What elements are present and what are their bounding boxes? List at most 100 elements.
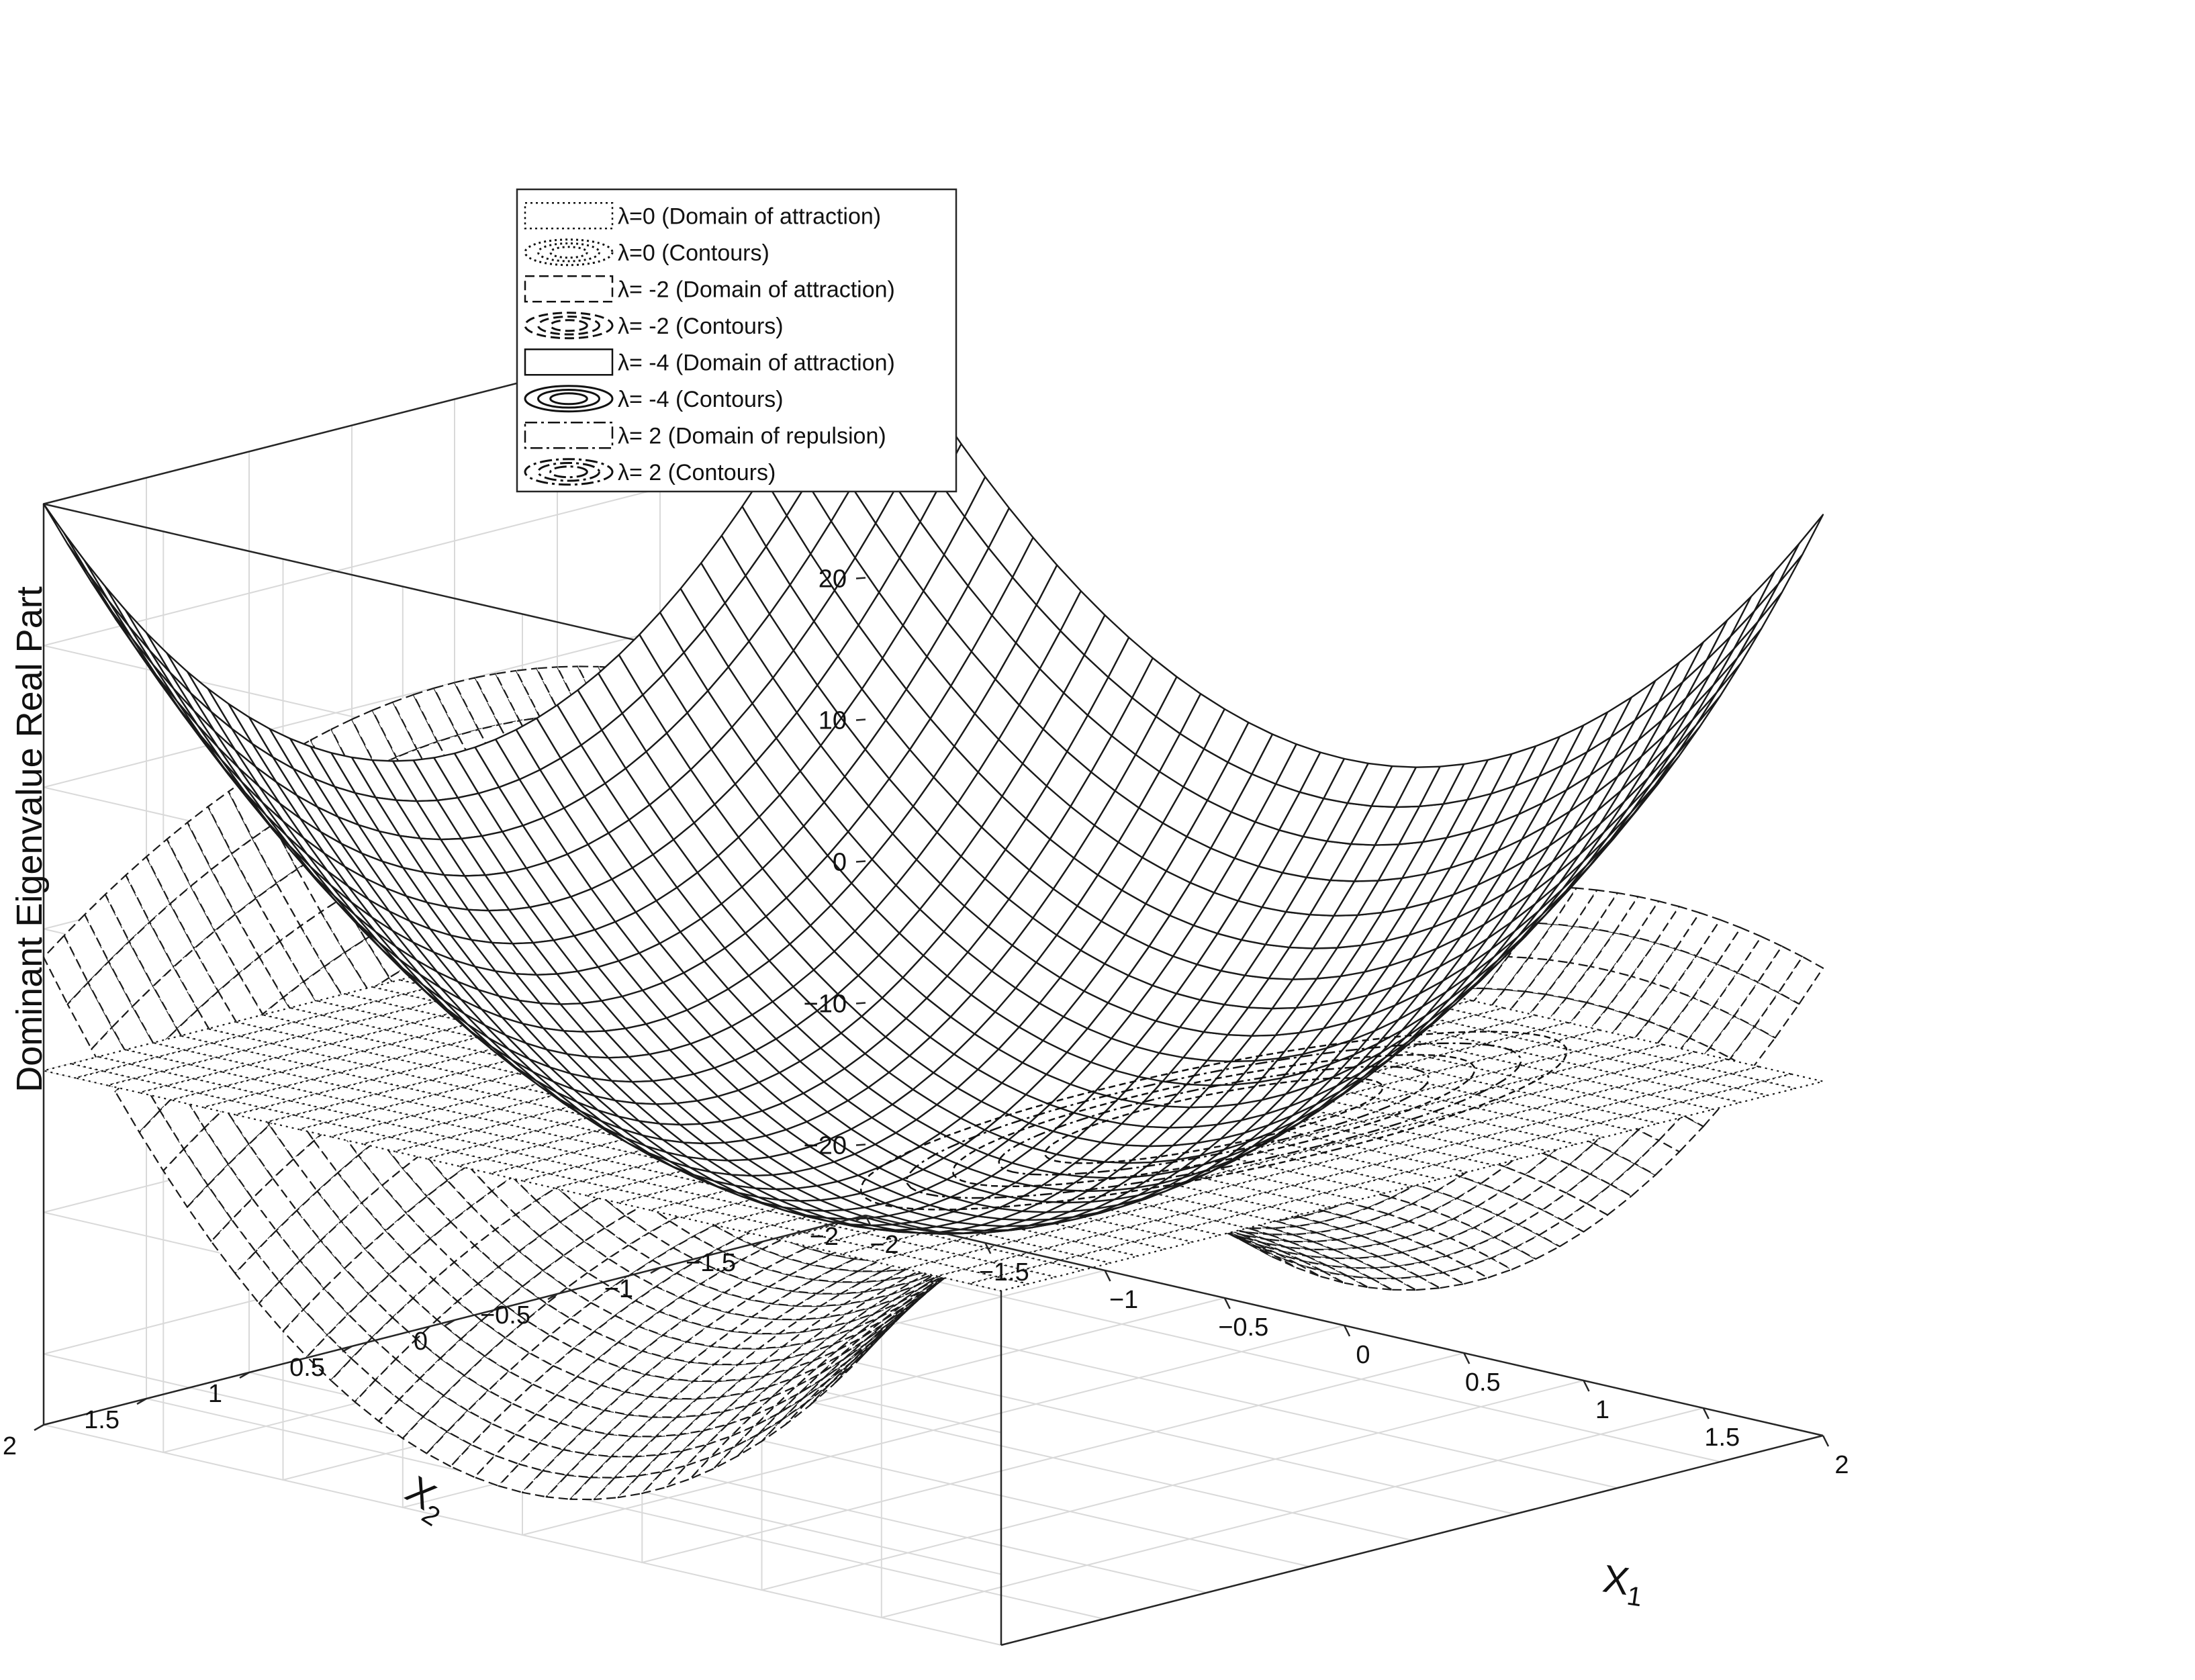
plane-surface-cell	[968, 1276, 1029, 1292]
legend-entry: λ=0 (Contours)	[524, 238, 769, 267]
legend-swatch-ring	[524, 458, 614, 486]
x-tick-mark	[1583, 1380, 1590, 1392]
plane-surface-cell	[1324, 1184, 1386, 1201]
x-tick-mark	[1463, 1352, 1470, 1364]
plane-surface-cell	[1379, 1171, 1440, 1187]
x-tick-label: 0	[1356, 1341, 1370, 1369]
z-tick-label: −10	[804, 990, 847, 1019]
legend-swatch	[524, 458, 614, 486]
legend-entry: λ= -2 (Contours)	[524, 312, 784, 340]
z-tick-label: 10	[819, 707, 847, 735]
x-axis-label: X1	[1600, 1557, 1644, 1613]
legend-swatch-ring	[537, 461, 600, 482]
plane-surface-cell	[1461, 1150, 1523, 1166]
y-tick-mark	[342, 1345, 353, 1353]
plane-surface-cell	[1187, 1219, 1249, 1236]
legend-swatch-ring	[537, 315, 600, 336]
plane-surface-cell	[1708, 1087, 1769, 1103]
legend-swatch	[524, 238, 614, 267]
y-tick-label: −0.5	[480, 1301, 530, 1329]
saddle-surface-cell	[231, 1197, 277, 1253]
legend-swatch-ring	[549, 392, 588, 406]
z-tick-label: −20	[804, 1132, 847, 1160]
saddle-surface-cell	[1562, 1203, 1609, 1233]
saddle-surface-cell	[1716, 927, 1763, 974]
plane-surface-cell	[1160, 1227, 1221, 1243]
plane-surface-cell	[1023, 1262, 1084, 1278]
saddle-surface-cell	[1586, 1184, 1632, 1216]
x-tick-mark	[1822, 1435, 1830, 1447]
plane-surface-cell	[996, 1268, 1057, 1285]
legend-label: λ=0 (Contours)	[618, 240, 769, 266]
plane-surface-cell	[1598, 1115, 1660, 1131]
x-tick-label: 0.5	[1465, 1368, 1501, 1397]
y-tick-label: −1	[604, 1275, 633, 1303]
saddle-surface-cell	[295, 1190, 342, 1242]
plane-surface-cell	[1434, 1157, 1495, 1173]
paraboloid-surface-cell	[1777, 514, 1824, 585]
saddle-surface-cell	[1777, 955, 1824, 1005]
plane-surface-cell	[1626, 1108, 1687, 1125]
y-tick-mark	[34, 1424, 44, 1432]
legend-swatch	[524, 422, 614, 449]
legend-swatch-ring	[537, 242, 600, 263]
x-tick-label: −0.5	[1218, 1313, 1268, 1342]
plane-surface-cell	[1105, 1241, 1166, 1257]
y-tick-label: −1.5	[686, 1249, 736, 1277]
x-tick-mark	[1343, 1325, 1351, 1337]
legend-swatch-ring	[524, 385, 614, 413]
legend-entry: λ= -2 (Domain of attraction)	[524, 275, 895, 303]
x-tick-label: −1.5	[979, 1258, 1029, 1287]
x-axis-subscript: 1	[1625, 1581, 1644, 1613]
saddle-surface-cell	[292, 1139, 339, 1193]
plane-surface-cell	[1407, 1164, 1468, 1180]
z-tick-mark	[855, 1002, 866, 1005]
saddle-surface-cell	[316, 1172, 363, 1222]
y-tick-label: 0.5	[289, 1354, 325, 1382]
legend-swatch-ring	[549, 246, 588, 259]
y-tick-label: 2	[3, 1432, 17, 1460]
y-tick-label: −2	[810, 1223, 839, 1251]
y-tick-label: 1.5	[84, 1406, 120, 1434]
contour-ring	[998, 1066, 1430, 1176]
plane-surface-cell	[1133, 1233, 1194, 1250]
saddle-surface-cell	[1610, 1162, 1656, 1197]
contour-lines	[859, 1031, 1568, 1211]
plane-surface-cell	[1352, 1178, 1413, 1195]
z-axis-label: Dominant Eigenvalue Real Part	[9, 586, 50, 1092]
plane-surface-cell	[1242, 1206, 1303, 1222]
x-tick-label: 2	[1834, 1451, 1849, 1479]
plane-surface-cell	[1681, 1094, 1742, 1111]
y-tick-mark	[445, 1319, 455, 1327]
saddle-surface-cell	[234, 1250, 281, 1305]
x-tick-label: −1	[1109, 1286, 1138, 1314]
legend-swatch-ring	[537, 388, 600, 409]
saddle-surface-cell	[254, 1229, 301, 1282]
legend-label: λ= 2 (Contours)	[618, 460, 776, 485]
z-tick-label: 20	[819, 565, 847, 594]
paraboloid-surface	[42, 293, 1824, 1235]
legend-swatch-ring	[524, 238, 614, 267]
x-tick-label: 1.5	[1704, 1424, 1740, 1452]
y-tick-mark	[239, 1371, 250, 1379]
plane-surface-cell	[1270, 1199, 1331, 1215]
legend-label: λ= 2 (Domain of repulsion)	[618, 423, 886, 449]
y-tick-mark	[855, 1214, 866, 1222]
legend-entry: λ= -4 (Domain of attraction)	[524, 348, 895, 376]
legend-label: λ=0 (Domain of attraction)	[618, 203, 881, 229]
plane-surface-cell	[1763, 1073, 1824, 1090]
x-tick-label: −2	[870, 1231, 898, 1259]
legend-entry: λ=0 (Domain of attraction)	[524, 202, 881, 230]
saddle-surface-cell	[272, 1158, 318, 1211]
plane-surface-cell	[1571, 1122, 1632, 1138]
legend-swatch	[524, 275, 614, 303]
plane-surface-cell	[1516, 1136, 1577, 1152]
x-tick-label: 1	[1595, 1396, 1609, 1424]
saddle-surface-cell	[228, 1143, 274, 1200]
legend-entry: λ= 2 (Domain of repulsion)	[524, 422, 886, 449]
saddle-surface-cell	[344, 938, 390, 992]
y-tick-mark	[650, 1266, 661, 1274]
legend-entry: λ= 2 (Contours)	[524, 458, 776, 486]
z-tick-label: 0	[833, 849, 847, 877]
